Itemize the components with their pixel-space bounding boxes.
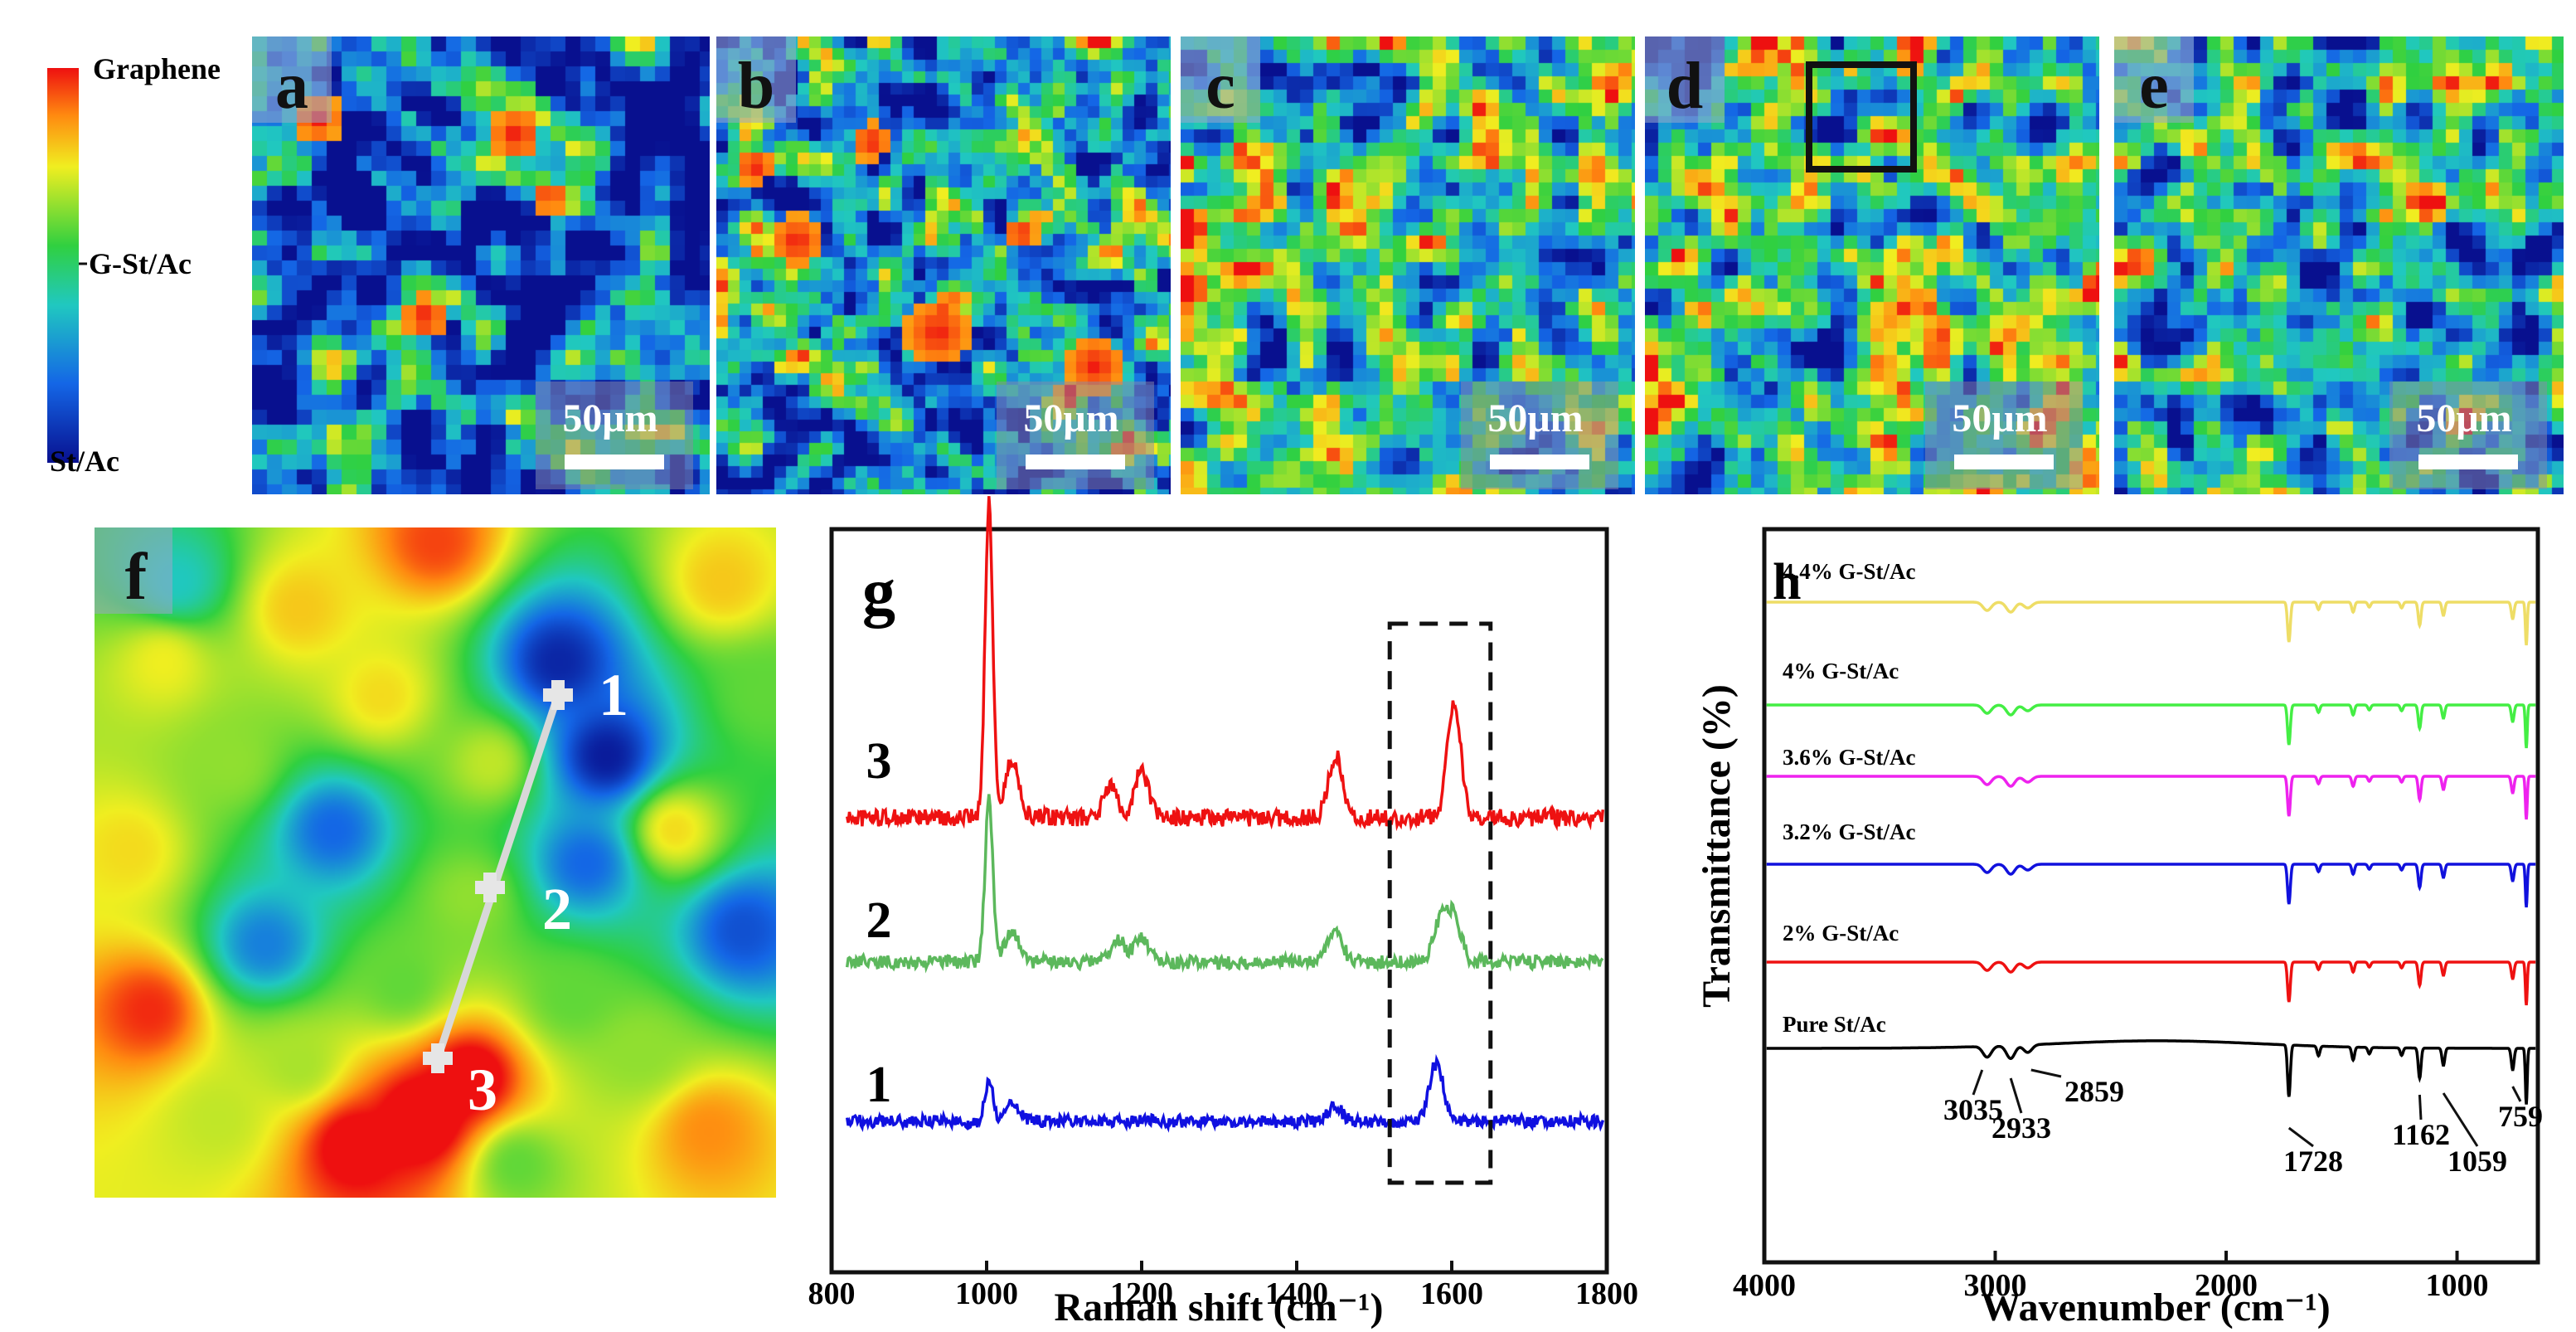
band-annotation-1162: 1162 bbox=[2392, 1118, 2450, 1151]
panel-f: f 1 2 3 bbox=[95, 527, 776, 1198]
scale-bar-e bbox=[2418, 455, 2518, 469]
band-annotation-3035: 3035 bbox=[1943, 1093, 2003, 1126]
band-annotation-2933: 2933 bbox=[1991, 1111, 2051, 1145]
x-tick-g-1200: 1200 bbox=[1110, 1276, 1173, 1311]
scale-label-e: 50μm bbox=[2416, 396, 2511, 440]
raman-series-1 bbox=[845, 1053, 1604, 1133]
panel-label-g: g bbox=[862, 556, 895, 629]
line-scan-path bbox=[434, 693, 562, 1060]
scale-bar-a bbox=[565, 455, 664, 469]
series-label-h-5: 2% G-St/Ac bbox=[1783, 921, 1899, 946]
raman-series-3 bbox=[845, 496, 1605, 832]
point-marker-3: 3 bbox=[423, 1043, 497, 1123]
x-tick-h-1000: 1000 bbox=[2426, 1268, 2489, 1303]
x-axis-title-h: Wavenumber (cm⁻¹) bbox=[1981, 1286, 2330, 1330]
raman-series-2 bbox=[845, 794, 1604, 974]
ftir-series-2 bbox=[1766, 703, 2536, 749]
x-tick-g-800: 800 bbox=[808, 1276, 856, 1311]
point-label-2: 2 bbox=[542, 876, 572, 942]
ftir-series-1 bbox=[1766, 600, 2536, 646]
scale-bar-b bbox=[1026, 455, 1125, 469]
band-annotation-1059: 1059 bbox=[2447, 1145, 2507, 1178]
x-tick-g-1000: 1000 bbox=[955, 1276, 1018, 1311]
colorbar-top-label: Graphene bbox=[93, 52, 221, 85]
map-panel-e: e 50μm bbox=[2114, 36, 2564, 494]
colorbar-gradient bbox=[47, 68, 79, 463]
panel-label-f: f bbox=[125, 541, 148, 614]
y-axis-title-h: Transmittance (%) bbox=[1695, 684, 1739, 1008]
series-label-1: 1 bbox=[866, 1057, 892, 1113]
x-axis-title-g: Raman shift (cm⁻¹) bbox=[1054, 1286, 1383, 1330]
scale-bar-d bbox=[1954, 455, 2054, 469]
series-label-h-4: 3.2% G-St/Ac bbox=[1783, 819, 1916, 844]
scale-label-c: 50μm bbox=[1487, 396, 1583, 440]
panel-label-e: e bbox=[2139, 50, 2169, 123]
scale-label-a: 50μm bbox=[562, 396, 657, 440]
band-annotation-2859: 2859 bbox=[2064, 1075, 2124, 1108]
series-label-h-3: 3.6% G-St/Ac bbox=[1783, 745, 1916, 770]
band-annotation-1728: 1728 bbox=[2283, 1145, 2343, 1178]
point-marker-2: 2 bbox=[475, 873, 572, 942]
panel-label-b: b bbox=[738, 50, 775, 123]
ftir-series-5 bbox=[1766, 960, 2536, 1006]
panel-label-a: a bbox=[275, 50, 308, 123]
ftir-series-6 bbox=[1766, 1039, 2536, 1105]
zoom-region-box bbox=[1806, 61, 1917, 173]
series-label-3: 3 bbox=[866, 733, 892, 790]
colorbar-mid-label: G-St/Ac bbox=[89, 247, 192, 280]
point-label-1: 1 bbox=[599, 662, 628, 728]
point-label-3: 3 bbox=[468, 1057, 497, 1123]
map-panel-c: c 50μm bbox=[1181, 36, 1635, 494]
colorbar: Graphene G-St/Ac St/Ac bbox=[47, 52, 221, 478]
ftir-series-3 bbox=[1766, 775, 2536, 820]
scale-bar-c bbox=[1490, 455, 1589, 469]
map-panel-a: a 50μm bbox=[252, 36, 710, 494]
plot-frame-h bbox=[1762, 527, 2540, 1265]
series-label-2: 2 bbox=[866, 892, 892, 949]
series-label-h-1: 4.4% G-St/Ac bbox=[1783, 559, 1916, 584]
x-tick-g-1600: 1600 bbox=[1420, 1276, 1483, 1311]
map-panel-d: d 50μm bbox=[1645, 36, 2099, 494]
point-marker-1: 1 bbox=[543, 662, 628, 728]
x-tick-g-1400: 1400 bbox=[1265, 1276, 1328, 1311]
map-panel-b: b 50μm bbox=[716, 36, 1171, 494]
panel-h-ftir-chart: h 4.4% G-St/Ac4% G-St/Ac3.6% G-St/Ac3.2%… bbox=[1695, 527, 2543, 1330]
x-tick-h-4000: 4000 bbox=[1733, 1268, 1796, 1303]
panel-label-c: c bbox=[1206, 50, 1235, 123]
colorbar-bottom-label: St/Ac bbox=[50, 445, 119, 478]
x-tick-g-1800: 1800 bbox=[1575, 1276, 1638, 1311]
series-label-h-2: 4% G-St/Ac bbox=[1783, 659, 1899, 683]
x-tick-h-3000: 3000 bbox=[1964, 1268, 2027, 1303]
map-panel-f bbox=[95, 527, 776, 1198]
x-tick-h-2000: 2000 bbox=[2195, 1268, 2258, 1303]
panel-label-d: d bbox=[1666, 50, 1704, 123]
band-annotation-759: 759 bbox=[2498, 1100, 2543, 1133]
plot-frame-g bbox=[829, 527, 1609, 1275]
series-label-h-6: Pure St/Ac bbox=[1783, 1012, 1886, 1037]
ftir-series-4 bbox=[1766, 863, 2536, 908]
panel-g-raman-chart: g 800 1000 1200 1400 1600 1800 3 2 1 Raman sh… bbox=[808, 496, 1638, 1330]
scale-label-d: 50μm bbox=[1952, 396, 2047, 440]
scale-label-b: 50μm bbox=[1023, 396, 1118, 440]
